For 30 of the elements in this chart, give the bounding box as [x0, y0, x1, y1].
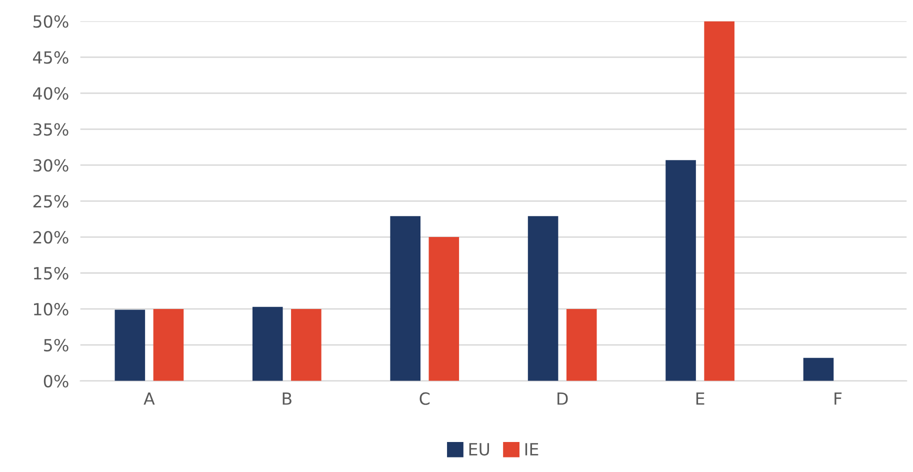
- bar: [153, 308, 184, 381]
- bar: [390, 216, 420, 381]
- legend-label: EU: [469, 443, 489, 456]
- bar: [114, 310, 146, 381]
- bar: [428, 237, 460, 381]
- y-tick-label: 0%: [44, 374, 68, 388]
- bar: [528, 216, 558, 381]
- y-tick-label: 10%: [34, 302, 68, 316]
- x-tick-label: F: [834, 392, 842, 405]
- y-tick-label: 15%: [34, 266, 68, 280]
- y-tick-label: 35%: [33, 123, 68, 136]
- y-tick-label: 5%: [44, 338, 68, 352]
- y-tick-label: 25%: [33, 195, 68, 208]
- x-tick-label: B: [282, 392, 292, 405]
- bar: [252, 306, 283, 381]
- bar: [291, 308, 322, 381]
- bar: [803, 358, 834, 381]
- y-tick-label: 45%: [33, 51, 68, 64]
- x-tick-label: E: [696, 392, 704, 405]
- x-tick-label: A: [144, 392, 155, 405]
- y-tick-label: 30%: [33, 159, 68, 172]
- x-tick-label: C: [420, 392, 430, 405]
- bar: [566, 308, 597, 381]
- y-tick-label: 50%: [33, 15, 68, 28]
- bar: [666, 160, 696, 381]
- x-tick-label: D: [558, 392, 568, 405]
- y-tick-label: 20%: [33, 231, 68, 244]
- y-tick-label: 40%: [33, 87, 68, 100]
- legend-label: IE: [525, 443, 538, 456]
- bar: [704, 21, 734, 381]
